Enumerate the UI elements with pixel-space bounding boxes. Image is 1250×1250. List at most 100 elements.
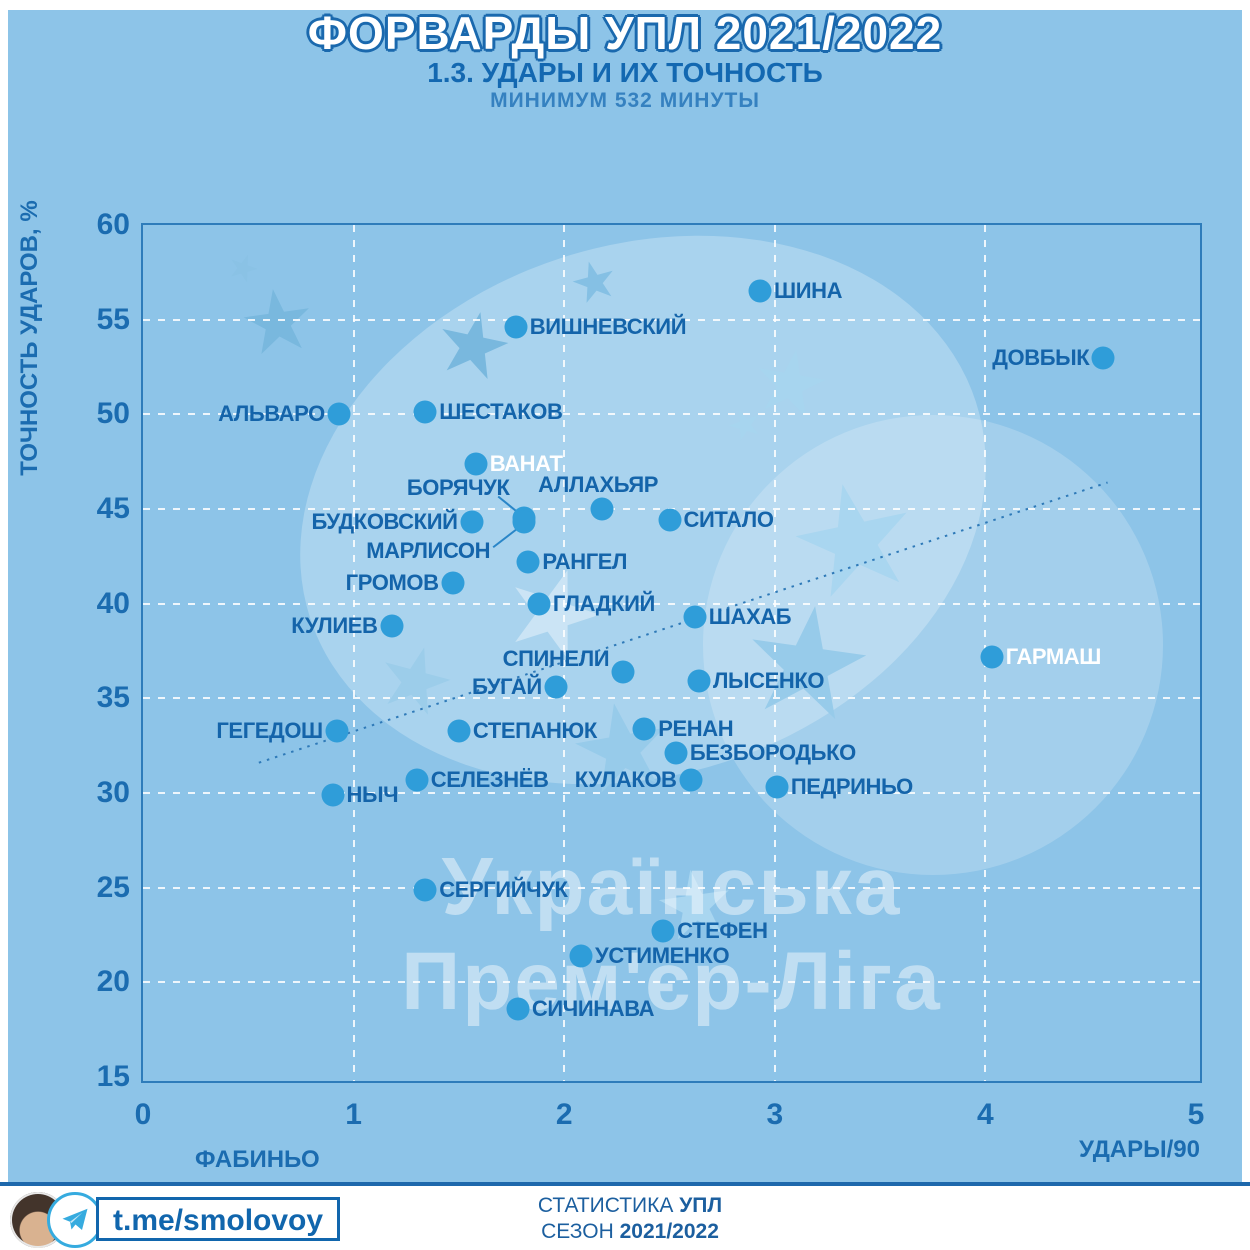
data-point: [1091, 346, 1115, 370]
x-tick-label: 5: [1187, 1098, 1205, 1131]
watermark-line1: Українська: [441, 841, 902, 932]
point-label: КУЛАКОВ: [574, 766, 677, 792]
data-point: [413, 878, 437, 902]
data-point: [544, 675, 568, 699]
stats-caption: СТАТИСТИКА УПЛ СЕЗОН 2021/2022: [460, 1193, 800, 1245]
point-label: РЕНАН: [658, 715, 734, 741]
data-point: [504, 315, 528, 339]
point-label: РАНГЕЛ: [542, 549, 628, 574]
data-point: [658, 508, 681, 532]
point-label: ЛЫСЕНКО: [712, 668, 825, 694]
x-tick-label: 0: [134, 1098, 152, 1131]
point-label: ГРОМОВ: [345, 569, 439, 595]
y-tick-label: 60: [96, 208, 130, 241]
page-subtitle: 1.3. УДАРЫ И ИХ ТОЧНОСТЬ: [427, 57, 823, 88]
h-gridline: [143, 413, 1200, 416]
y-tick-label: 50: [96, 397, 130, 431]
point-label: НЫЧ: [346, 781, 399, 807]
data-point: [679, 768, 703, 792]
point-label: ГЕГЕДОШ: [216, 717, 323, 743]
data-point: [765, 775, 789, 799]
x-axis-label: УДАРЫ/90: [1078, 1136, 1200, 1163]
data-point: [980, 645, 1004, 669]
data-point: [664, 741, 688, 765]
y-tick-label: 55: [96, 302, 130, 336]
data-point: [327, 402, 351, 426]
point-label: СТЕПАНЮК: [472, 717, 597, 743]
telegram-handle[interactable]: t.me/smolovoy: [96, 1197, 341, 1241]
data-point: [683, 605, 707, 629]
h-gridline: [143, 886, 1200, 889]
point-label: БУГАЙ: [472, 673, 542, 699]
point-label: АЛЛАХЬЯР: [538, 472, 659, 497]
data-point: [512, 510, 536, 534]
point-label: ПЕДРИНЬО: [790, 774, 913, 800]
paper-plane-icon: [62, 1208, 88, 1230]
data-point: [460, 510, 484, 534]
y-tick-label: 45: [96, 492, 130, 525]
minutes-note: МИНИМУМ 532 МИНУТЫ: [490, 89, 760, 112]
h-gridline: [143, 981, 1200, 984]
point-label: СПИНЕЛИ: [502, 645, 610, 671]
point-label: СЕРГИЙЧУК: [439, 876, 568, 902]
point-label: ШЕСТАКОВ: [439, 399, 563, 425]
x-tick-label: 3: [766, 1098, 784, 1131]
point-label: ШАХАБ: [708, 603, 792, 629]
point-label: ШИНА: [774, 278, 843, 304]
data-point: [447, 719, 471, 743]
stats-line2: СЕЗОН 2021/2022: [541, 1220, 719, 1243]
data-point: [611, 660, 635, 684]
point-label: АЛЬВАРО: [218, 401, 325, 427]
fabinho-axis-label: ФАБИНЬО: [195, 1146, 320, 1173]
h-gridline: [143, 602, 1200, 605]
x-tick-label: 1: [345, 1098, 362, 1131]
point-label: БЕЗБОРОДЬКО: [689, 740, 856, 766]
data-point: [516, 550, 540, 574]
point-label: МАРЛИСОН: [366, 538, 491, 564]
point-label: БУДКОВСКИЙ: [311, 509, 458, 535]
y-axis-label: ТОЧНОСТЬ УДАРОВ, %: [16, 200, 43, 476]
data-point: [325, 719, 349, 743]
v-gridline: [352, 225, 355, 1081]
point-label: ГЛАДКИЙ: [552, 590, 655, 616]
point-label: СИЧИНАВА: [531, 995, 655, 1021]
point-label: СИТАЛО: [683, 507, 774, 533]
data-point: [569, 944, 593, 968]
point-label: КУЛИЕВ: [291, 613, 378, 639]
data-point: [632, 717, 656, 741]
point-label: ГАРМАШ: [1005, 643, 1102, 669]
data-point: [441, 571, 465, 595]
data-point: [321, 783, 345, 807]
point-label: ДОВБЫК: [992, 344, 1090, 370]
h-gridline: [143, 318, 1200, 321]
page-title: ФОРВАРДЫ УПЛ 2021/2022: [307, 7, 943, 59]
scatter-plot-area: ★ ★ ★ ★ ★ ★ ★ ★ ★ ★ ★ ★ Українська Прем'єр-Ліга ШИН…: [141, 223, 1202, 1083]
point-label: ВАНАТ: [489, 450, 563, 476]
blue-canvas: [8, 10, 1242, 1182]
data-point: [651, 919, 675, 943]
v-gridline: [563, 225, 566, 1081]
x-tick-label: 2: [555, 1098, 573, 1131]
y-tick-label: 25: [96, 870, 130, 904]
data-point: [506, 997, 530, 1021]
data-point: [748, 279, 772, 303]
h-gridline: [143, 697, 1200, 700]
h-gridline: [143, 792, 1200, 794]
data-point: [380, 614, 403, 638]
stats-line1: СТАТИСТИКА УПЛ: [537, 1194, 723, 1217]
footer-divider: [0, 1182, 1250, 1186]
point-label: УСТИМЕНКО: [595, 942, 730, 968]
data-point: [464, 452, 488, 476]
v-gridline: [773, 225, 776, 1081]
y-tick-label: 40: [96, 586, 130, 620]
telegram-icon[interactable]: [47, 1192, 103, 1248]
data-point: [413, 400, 437, 424]
y-tick-label: 35: [96, 681, 130, 715]
point-label: ВИШНЕВСКИЙ: [529, 314, 687, 340]
point-label: БОРЯЧУК: [406, 475, 510, 501]
data-point: [590, 497, 614, 521]
data-point: [405, 768, 429, 792]
point-label: СЕЛЕЗНЁВ: [430, 766, 549, 792]
x-tick-label: 4: [977, 1098, 994, 1131]
y-tick-label: 30: [96, 776, 130, 809]
